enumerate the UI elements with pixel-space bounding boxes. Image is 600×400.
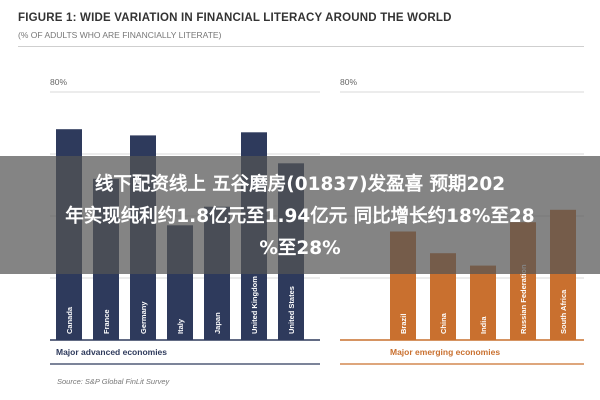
overlay-banner: 线下配资线上 五谷磨房(01837)发盈喜 预期202 年实现纯利约1.8亿元至… xyxy=(0,156,600,274)
source-note: Source: S&P Global FinLit Survey xyxy=(57,377,170,386)
category-label: United Kingdom xyxy=(250,276,259,334)
overlay-line-3: %至28% xyxy=(259,238,341,259)
overlay-line-1: 线下配资线上 五谷磨房(01837)发盈喜 预期202 xyxy=(94,174,506,195)
category-label: Japan xyxy=(213,312,222,334)
category-label: France xyxy=(102,309,111,334)
y-tick-label: 80% xyxy=(50,77,67,87)
group-label-emerging: Major emerging economies xyxy=(390,347,500,357)
category-label: United States xyxy=(287,286,296,334)
category-label: South Africa xyxy=(559,289,568,334)
category-label: Canada xyxy=(65,306,74,334)
category-label: Brazil xyxy=(399,314,408,334)
category-label: Russian Federation xyxy=(519,264,528,334)
bar-india xyxy=(470,265,496,340)
category-label: Italy xyxy=(176,318,185,334)
overlay-line-2: 年实现纯利约1.8亿元至1.94亿元 同比增长约18%至28 xyxy=(65,206,535,227)
chart-subtitle: (% OF ADULTS WHO ARE FINANCIALLY LITERAT… xyxy=(18,30,222,40)
chart-title: FIGURE 1: WIDE VARIATION IN FINANCIAL LI… xyxy=(18,12,452,24)
category-label: India xyxy=(479,316,488,334)
category-label: Germany xyxy=(139,301,148,334)
group-label-advanced: Major advanced economies xyxy=(56,347,167,357)
title-divider xyxy=(18,46,584,47)
category-label: China xyxy=(439,312,448,334)
y-tick-label: 80% xyxy=(340,77,357,87)
